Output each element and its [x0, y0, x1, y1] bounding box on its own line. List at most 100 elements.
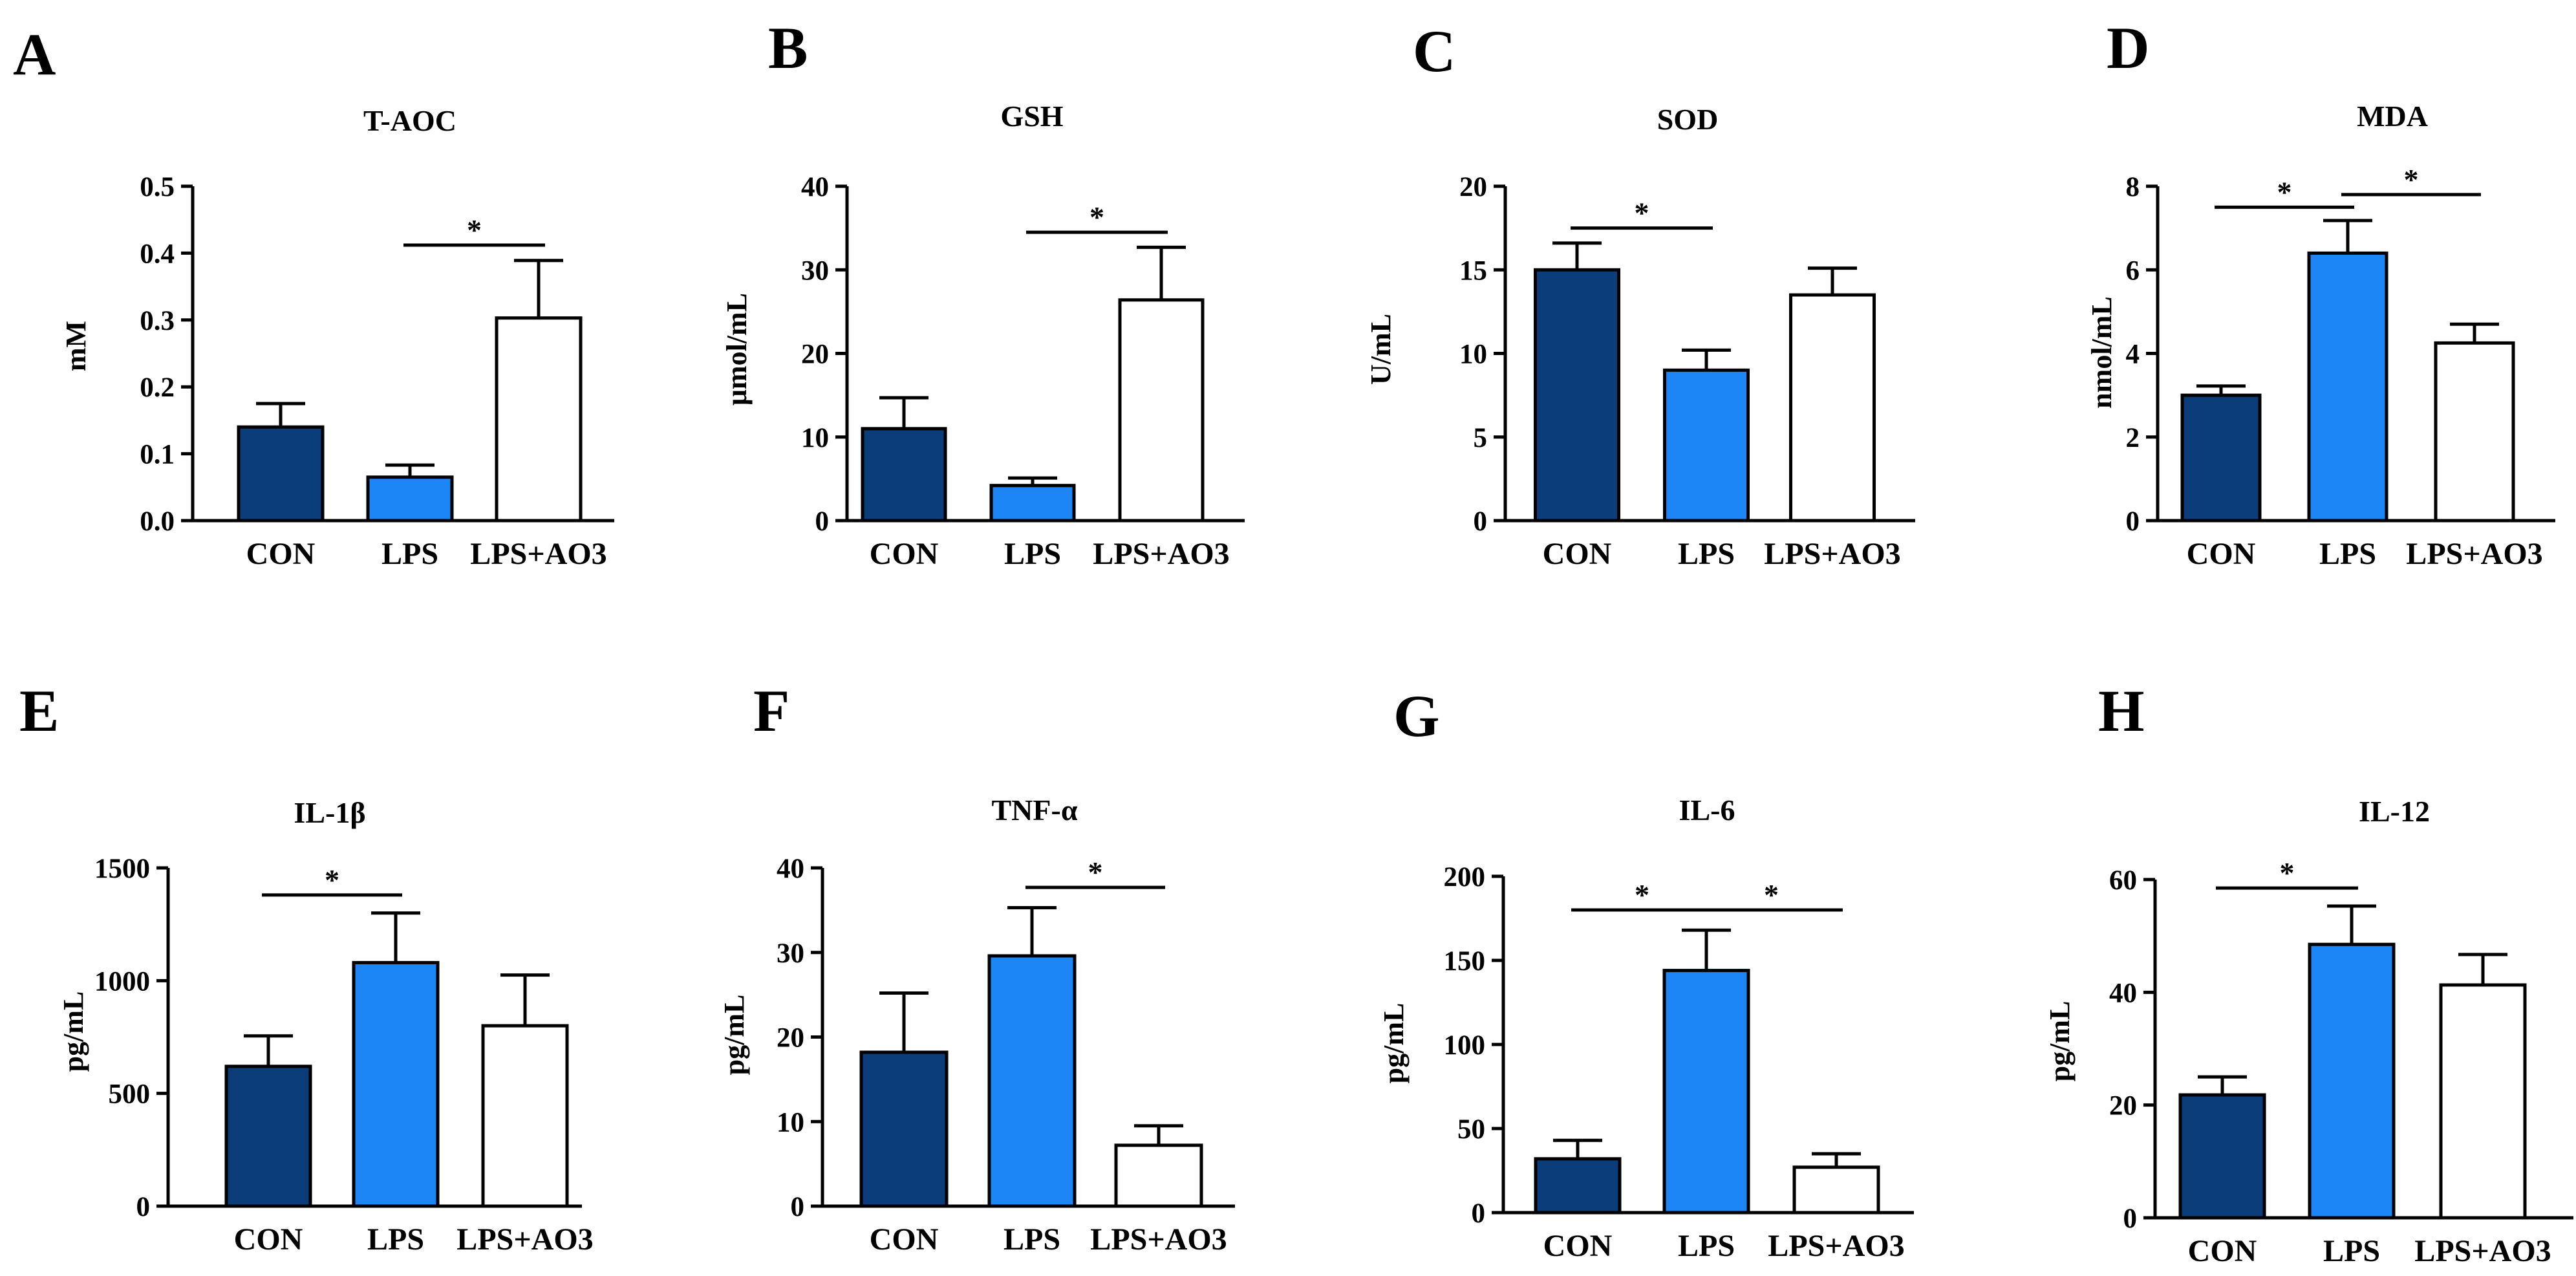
panel-d-category-label-con: CON: [2187, 537, 2256, 571]
panel-e: E IL-1β pg/mL 0 500 1000 1500 CON LPS LPS+AO3 *: [19, 678, 594, 1257]
panel-e-bar-lps: [352, 960, 440, 1208]
panel-a-y-tick-label: 0.3: [140, 306, 175, 336]
panel-e-letter: E: [19, 678, 59, 744]
panel-d-y-tick-label: 2: [2126, 423, 2140, 453]
panel-g-bar-con: [1534, 1157, 1622, 1215]
panel-b-y-tick-label: 10: [801, 423, 829, 453]
panel-g-category-label-lps-ao3: LPS+AO3: [1768, 1229, 1904, 1263]
panel-c-significance-star: *: [1635, 197, 1649, 230]
panel-c-title: SOD: [1657, 103, 1719, 136]
panel-b-y-tick-label: 30: [801, 255, 829, 286]
panel-b: B GSH μmol/mL 0 10 20 30 40 CON LPS LPS+AO3 *: [721, 15, 1245, 571]
panel-g-y-tick-label: 100: [1444, 1030, 1486, 1061]
panel-f-bar-con: [859, 1050, 949, 1208]
panel-g-y-axis-label: pg/mL: [1378, 1003, 1410, 1084]
panel-d-bar-lps: [2307, 251, 2388, 523]
panel-a-letter: A: [13, 21, 56, 87]
panel-e-y-tick-label: 500: [109, 1079, 151, 1110]
panel-e-category-label-lps: LPS: [367, 1222, 424, 1257]
panel-h-category-label-con: CON: [2188, 1234, 2257, 1268]
panel-h-bar-lps-ao3: [2439, 983, 2527, 1220]
panel-h-y-axis-label: pg/mL: [2044, 1001, 2076, 1082]
panel-h-title: IL-12: [2359, 795, 2430, 828]
panel-g-y-tick-label: 50: [1457, 1114, 1485, 1145]
panel-f: F TNF-α pg/mL 0 10 20 30 40 CON LPS LPS+AO3 *: [718, 678, 1235, 1257]
panel-a-title: T-AOC: [363, 104, 456, 137]
panel-f-y-tick-label: 10: [777, 1107, 804, 1138]
panel-c-category-label-lps: LPS: [1678, 537, 1735, 571]
panel-b-y-tick-label: 40: [801, 172, 829, 202]
panel-g-title: IL-6: [1679, 794, 1735, 827]
panel-c-category-label-con: CON: [1543, 537, 1612, 571]
panel-a-y-tick-label: 0.2: [140, 373, 175, 403]
panel-h-category-label-lps-ao3: LPS+AO3: [2414, 1234, 2551, 1268]
panel-g-category-label-lps: LPS: [1678, 1229, 1735, 1263]
panel-e-significance-star: *: [325, 863, 339, 896]
panel-a-bar-lps-ao3: [495, 316, 583, 523]
panel-e-y-tick-label: 1000: [94, 966, 150, 997]
panel-c: C SOD U/mL 0 5 10 15 20 CON LPS LPS+AO3 *: [1365, 18, 1915, 571]
panel-f-category-label-lps: LPS: [1004, 1222, 1060, 1257]
panel-f-title: TNF-α: [992, 794, 1078, 827]
panel-e-y-tick-label: 1500: [94, 854, 150, 884]
panel-d-letter: D: [2107, 15, 2149, 81]
panel-a-category-label-lps: LPS: [381, 537, 438, 571]
panel-f-significance-star: *: [1088, 856, 1103, 889]
panel-d-y-tick-label: 6: [2126, 255, 2140, 286]
panel-f-y-tick-label: 40: [777, 854, 804, 884]
panel-c-bar-lps: [1663, 368, 1750, 523]
panel-g-bar-lps: [1662, 969, 1750, 1215]
panel-d-y-axis-label: nmol/mL: [2086, 296, 2118, 409]
panel-g-y-tick-label: 150: [1444, 946, 1486, 977]
panel-g-letter: G: [1393, 683, 1440, 749]
panel-c-letter: C: [1413, 18, 1455, 84]
panel-e-category-label-lps-ao3: LPS+AO3: [456, 1222, 593, 1257]
panel-c-y-tick-label: 10: [1459, 340, 1487, 370]
panel-h-y-tick-label: 20: [2109, 1091, 2137, 1121]
panel-c-y-tick-label: 20: [1459, 172, 1487, 202]
panel-f-y-axis-label: pg/mL: [718, 995, 750, 1076]
panel-b-y-axis-label: μmol/mL: [721, 293, 753, 406]
panel-g-y-tick-label: 0: [1472, 1198, 1486, 1229]
panel-h-letter: H: [2098, 678, 2145, 744]
panel-f-category-label-lps-ao3: LPS+AO3: [1090, 1222, 1227, 1257]
panel-h-y-tick-label: 40: [2109, 978, 2137, 1008]
panel-d-bar-con: [2180, 393, 2262, 523]
panel-b-bar-lps-ao3: [1118, 298, 1205, 523]
panel-f-letter: F: [753, 678, 789, 744]
panel-b-y-tick-label: 20: [801, 340, 829, 370]
panel-f-y-tick-label: 20: [777, 1023, 804, 1054]
panel-e-bar-con: [224, 1065, 312, 1208]
panel-c-bar-con: [1534, 268, 1620, 523]
panel-f-y-tick-label: 0: [791, 1192, 805, 1222]
panel-b-category-label-lps-ao3: LPS+AO3: [1093, 537, 1229, 571]
panel-h-significance-star: *: [2280, 856, 2295, 889]
panel-e-y-tick-label: 0: [136, 1192, 151, 1222]
panel-a-y-tick-label: 0.1: [140, 440, 175, 470]
panel-c-category-label-lps-ao3: LPS+AO3: [1764, 537, 1900, 571]
panel-d-significance-star: *: [2404, 163, 2419, 196]
panel-a-category-label-lps-ao3: LPS+AO3: [470, 537, 606, 571]
panel-c-bar-lps-ao3: [1789, 293, 1876, 523]
panel-b-bar-con: [861, 427, 947, 523]
panel-h: H IL-12 pg/mL 0 20 40 60 CON LPS LPS+AO3 *: [2044, 678, 2573, 1268]
panel-b-title: GSH: [1000, 100, 1063, 133]
panel-d-y-tick-label: 8: [2126, 172, 2140, 202]
panel-c-y-tick-label: 15: [1459, 255, 1487, 286]
panel-b-bar-lps: [989, 484, 1076, 523]
panel-e-title: IL-1β: [294, 796, 365, 829]
panel-d-category-label-lps: LPS: [2319, 537, 2376, 571]
panel-a-y-tick-label: 0.4: [140, 239, 175, 269]
panel-d-title: MDA: [2357, 100, 2428, 133]
panel-g-significance-star: *: [1764, 878, 1779, 911]
panel-b-letter: B: [768, 15, 808, 81]
panel-b-significance-star: *: [1089, 200, 1104, 233]
panel-d-y-tick-label: 0: [2126, 506, 2140, 537]
panel-d-significance-star: *: [2277, 175, 2292, 208]
panel-e-category-label-con: CON: [234, 1222, 303, 1257]
panel-a-category-label-con: CON: [246, 537, 316, 571]
panel-c-y-tick-label: 5: [1474, 423, 1488, 453]
panel-b-category-label-lps: LPS: [1004, 537, 1061, 571]
panel-a-y-tick-label: 0.5: [140, 172, 175, 202]
